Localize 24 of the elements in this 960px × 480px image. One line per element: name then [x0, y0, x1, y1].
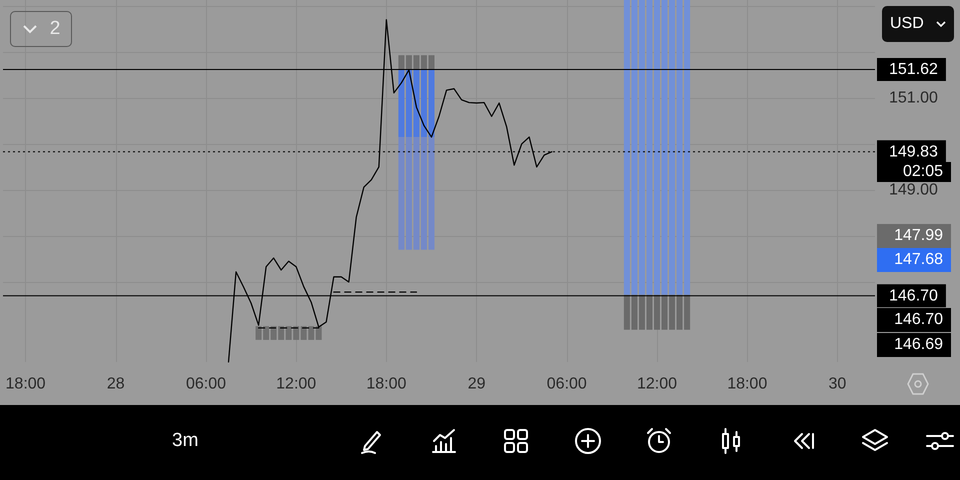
x-tick-label: 06:00 [186, 376, 226, 392]
x-tick-label: 12:00 [636, 376, 678, 392]
text: 147.68 [877, 248, 951, 272]
text: 147.99 [877, 224, 951, 248]
ref-line-label: 146.70 [889, 287, 938, 304]
ref-line-label: 151.62 [889, 60, 938, 78]
y-tick-label: 149.00 [889, 181, 938, 198]
x-tick-label: 18:00 [727, 376, 768, 392]
x-tick-label: 18:00 [6, 376, 46, 392]
text: 3m [172, 430, 198, 452]
annotation: 2 [50, 18, 60, 40]
x-tick-label: 29 [468, 376, 486, 392]
y-tick-label: 151.00 [889, 89, 938, 106]
x-tick-label: 06:00 [546, 376, 587, 392]
collapse-button: 2 [10, 11, 72, 47]
x-tick-label: 18:00 [366, 376, 406, 392]
currency-dropdown: USD [882, 6, 954, 42]
text: 02:05 [877, 162, 951, 182]
x-tick-label: 30 [828, 376, 846, 392]
text: 146.70 [877, 308, 951, 332]
x-tick-label: 28 [106, 376, 125, 392]
text: 146.69 [877, 333, 951, 357]
ref-line-label: 149.83 [889, 143, 938, 160]
x-tick-label: 12:00 [276, 376, 316, 392]
